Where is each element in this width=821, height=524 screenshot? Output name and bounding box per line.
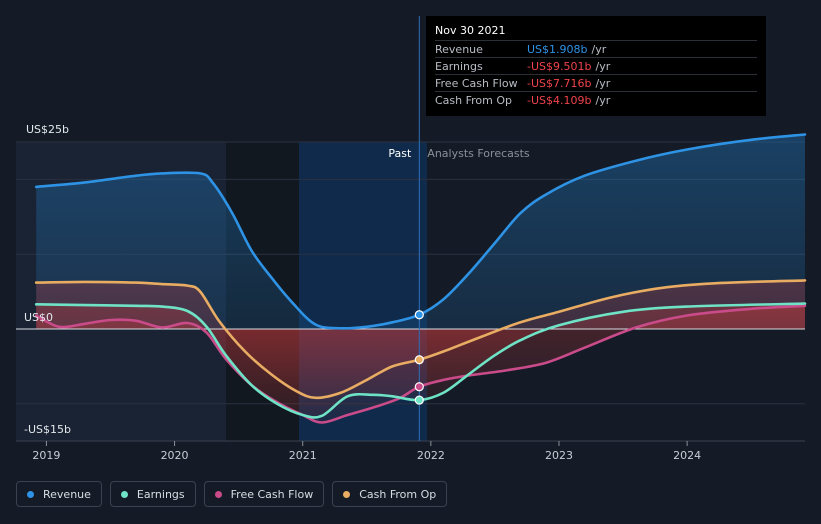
revenue-area xyxy=(36,134,805,329)
series-line xyxy=(34,304,807,424)
legend: Revenue Earnings Free Cash Flow Cash From O… xyxy=(16,481,448,507)
tooltip-row-label: Revenue xyxy=(435,42,483,56)
x-tick-label: 2020 xyxy=(161,449,189,462)
x-tick-label: 2023 xyxy=(545,449,573,462)
y-label-top: US$25b xyxy=(26,123,69,136)
y-label-bottom: -US$15b xyxy=(24,423,71,436)
legend-label: Revenue xyxy=(43,487,91,501)
legend-dot-icon xyxy=(214,490,222,498)
tooltip-row: Earnings -US$9.501b/yr xyxy=(435,57,757,74)
series-lines xyxy=(34,133,807,424)
series-line xyxy=(34,279,807,400)
tooltip-row-value: US$1.908b xyxy=(527,42,588,56)
tooltip-date: Nov 30 2021 xyxy=(435,24,506,37)
legend-dot-icon xyxy=(120,490,128,498)
tooltip-row-value: -US$4.109b xyxy=(527,93,592,107)
legend-label: Cash From Op xyxy=(359,487,437,501)
past-label: Past xyxy=(388,147,412,160)
legend-item[interactable]: Revenue xyxy=(16,481,102,507)
tooltip-row-unit: /yr xyxy=(595,93,611,107)
tooltip-row: Free Cash Flow -US$7.716b/yr xyxy=(435,74,757,91)
tooltip-row-label: Earnings xyxy=(435,59,483,73)
legend-label: Earnings xyxy=(136,487,185,501)
tooltip-row-unit: /yr xyxy=(591,42,607,56)
tooltip-row-unit: /yr xyxy=(595,59,611,73)
x-axis: 2019 2020 2021 2022 2023 2024 xyxy=(32,441,701,462)
legend-item[interactable]: Free Cash Flow xyxy=(203,481,325,507)
marker xyxy=(414,355,424,365)
marker xyxy=(414,382,424,392)
y-label-zero: US$0 xyxy=(24,311,53,324)
tooltip: Nov 30 2021 Revenue US$1.908b/yr Earnings -… xyxy=(426,16,766,116)
tooltip-row: Revenue US$1.908b/yr xyxy=(435,40,757,57)
legend-label: Free Cash Flow xyxy=(230,487,314,501)
tooltip-row-value: -US$7.716b xyxy=(527,76,592,90)
marker xyxy=(414,395,424,405)
x-tick-label: 2021 xyxy=(289,449,317,462)
tooltip-row-value: -US$9.501b xyxy=(527,59,592,73)
forecast-label: Analysts Forecasts xyxy=(427,147,530,160)
tooltip-row: Cash From Op -US$4.109b/yr xyxy=(435,91,757,108)
tooltip-row-unit: /yr xyxy=(595,76,611,90)
legend-dot-icon xyxy=(27,490,34,498)
legend-dot-icon xyxy=(343,490,351,498)
x-tick-label: 2024 xyxy=(673,449,701,462)
hover-markers xyxy=(414,310,424,405)
legend-item[interactable]: Cash From Op xyxy=(332,481,448,507)
series-line xyxy=(34,302,807,419)
x-tick-label: 2022 xyxy=(417,449,445,462)
tooltip-row-label: Free Cash Flow xyxy=(435,76,518,90)
tooltip-row-label: Cash From Op xyxy=(435,93,513,107)
marker xyxy=(414,310,424,320)
x-tick-label: 2019 xyxy=(32,449,60,462)
series-line xyxy=(34,133,807,330)
legend-item[interactable]: Earnings xyxy=(109,481,196,507)
